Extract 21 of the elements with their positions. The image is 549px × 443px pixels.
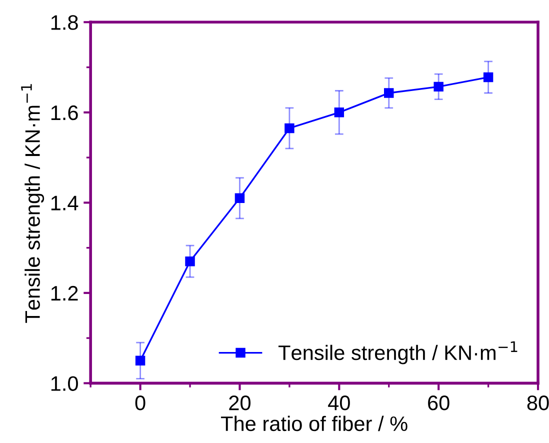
point: [334, 108, 344, 118]
x-tick-label: 60: [428, 396, 450, 410]
x-tick-label: 40: [328, 396, 350, 410]
point: [234, 193, 245, 204]
x-tick-label: 0: [135, 396, 146, 410]
y-axis-title: Tensile strength / KN·m$^{−1}$: [21, 84, 44, 323]
y-tick-label: 1.6: [51, 105, 78, 120]
y-tick-label: 1.2: [51, 286, 78, 300]
y-tick-label: 1.0: [51, 376, 78, 391]
point: [384, 88, 394, 98]
point: [284, 123, 294, 134]
legend-label: Tensile strength / KN·m$^{−1}$: [278, 341, 518, 364]
point: [434, 82, 444, 92]
point: [483, 72, 494, 82]
x-tick-label: 80: [527, 396, 549, 410]
x-axis-title: The ratio of fiber / %: [220, 416, 408, 432]
point: [185, 256, 195, 266]
x-tick-label: 20: [229, 396, 251, 410]
y-tick-label: 1.4: [51, 196, 78, 210]
y-tick-label: 1.8: [51, 15, 78, 30]
point: [135, 356, 146, 366]
